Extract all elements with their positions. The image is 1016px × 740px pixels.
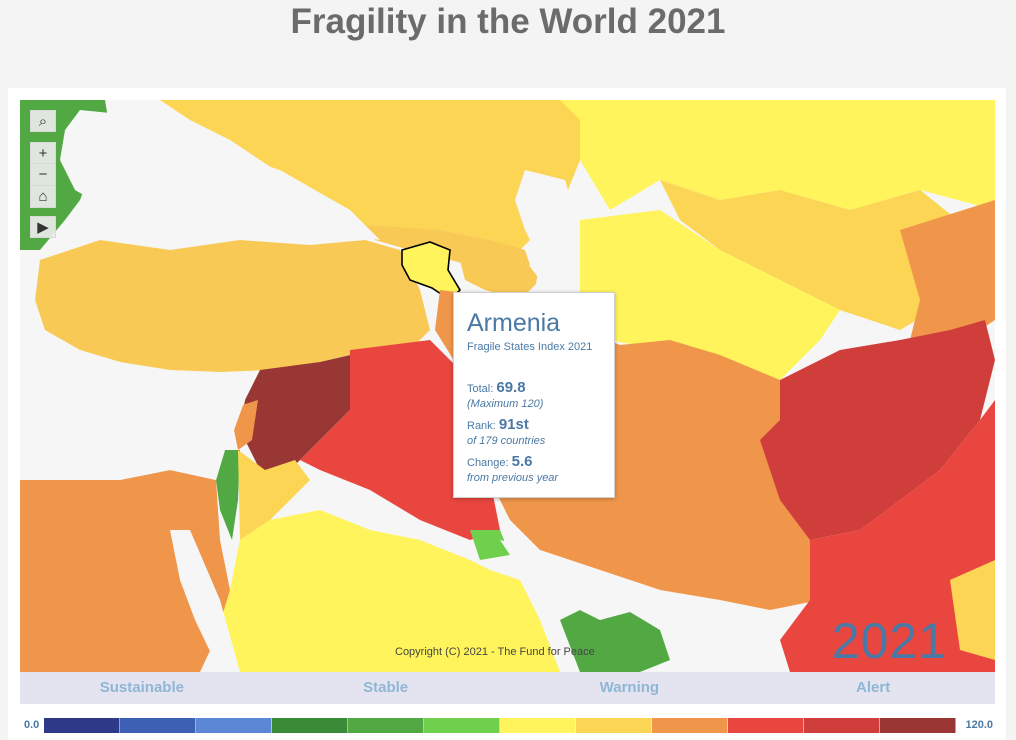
- map-toolbar: ⌕ + − ⌂ ▶: [30, 110, 56, 238]
- tooltip-total-value: 69.8: [496, 379, 526, 396]
- tooltip-change-note: from previous year: [467, 472, 559, 484]
- plus-icon[interactable]: +: [30, 142, 56, 164]
- scale-min-label: 0.0: [24, 719, 40, 731]
- map-svg[interactable]: [20, 100, 995, 672]
- scale-strip: [44, 718, 956, 733]
- tooltip-rank-value: 91st: [498, 416, 529, 433]
- mediterranean: [20, 350, 245, 480]
- caspian-sea: [515, 170, 580, 330]
- zoom-controls: + − ⌂: [30, 142, 56, 208]
- tooltip-total-label: Total:: [467, 383, 494, 395]
- scale-swatch: [348, 718, 424, 733]
- region-georgia[interactable]: [365, 225, 530, 270]
- copyright-text: Copyright (C) 2021 - The Fund for Peace: [395, 646, 595, 658]
- scale-swatch: [500, 718, 576, 733]
- red-sea: [170, 530, 240, 672]
- region-kazakhstan[interactable]: [560, 100, 995, 210]
- region-afghanistan[interactable]: [760, 320, 995, 540]
- category-sustainable[interactable]: Sustainable: [99, 679, 184, 696]
- region-tajikistan[interactable]: [900, 200, 995, 350]
- region-pakistan[interactable]: [780, 400, 995, 672]
- tooltip-change-row: Change: 5.6 from previous year: [467, 453, 602, 484]
- tooltip-change-value: 5.6: [511, 453, 533, 470]
- tooltip-country-name: Armenia: [467, 309, 561, 337]
- category-legend: Sustainable Stable Warning Alert: [20, 672, 995, 704]
- tooltip-index-name: Fragile States Index 2021: [467, 341, 593, 353]
- scale-swatch: [196, 718, 272, 733]
- region-uae[interactable]: [560, 610, 670, 672]
- tooltip-rank-label: Rank:: [467, 420, 496, 432]
- page-title: Fragility in the World 2021: [290, 2, 726, 41]
- minus-icon[interactable]: −: [30, 164, 56, 186]
- home-icon[interactable]: ⌂: [30, 186, 56, 208]
- region-azerbaijan[interactable]: [460, 260, 540, 300]
- region-uzbekistan[interactable]: [660, 180, 970, 330]
- tooltip-total-row: Total: 69.8 (Maximum 120): [467, 379, 602, 410]
- scale-swatch: [728, 718, 804, 733]
- tooltip-total-note: (Maximum 120): [467, 398, 544, 410]
- scale-swatch: [652, 718, 728, 733]
- scale-swatch: [880, 718, 956, 733]
- search-icon[interactable]: ⌕: [30, 110, 56, 132]
- region-turkmenistan[interactable]: [580, 210, 840, 380]
- scale-swatch: [272, 718, 348, 733]
- region-egypt[interactable]: [20, 470, 230, 672]
- tooltip-change-label: Change:: [467, 457, 509, 469]
- country-tooltip: Armenia Fragile States Index 2021 Total:…: [453, 292, 615, 498]
- category-warning[interactable]: Warning: [599, 679, 660, 696]
- persian-gulf: [500, 540, 680, 630]
- color-scale: 0.0 120.0: [20, 716, 995, 736]
- scale-swatch: [424, 718, 500, 733]
- region-israel[interactable]: [216, 450, 240, 540]
- scale-swatch: [120, 718, 196, 733]
- scale-swatch: [44, 718, 120, 733]
- region-jordan[interactable]: [238, 450, 310, 540]
- year-watermark: 2021: [831, 613, 947, 669]
- scale-max-label: 120.0: [965, 719, 993, 731]
- play-arrow-icon[interactable]: ▶: [30, 216, 56, 238]
- scale-swatch: [576, 718, 652, 733]
- black-sea: [60, 110, 380, 240]
- region-syria[interactable]: [240, 350, 372, 470]
- region-turkey[interactable]: [35, 240, 430, 372]
- tooltip-rank-note: of 179 countries: [467, 435, 546, 447]
- scale-swatch: [804, 718, 880, 733]
- region-saudi-arabia[interactable]: [210, 510, 560, 672]
- region-iraq[interactable]: [300, 340, 500, 540]
- category-alert[interactable]: Alert: [856, 679, 891, 696]
- category-stable[interactable]: Stable: [363, 679, 409, 696]
- region-kuwait[interactable]: [470, 530, 510, 560]
- region-india[interactable]: [950, 560, 995, 660]
- tooltip-rank-row: Rank: 91st of 179 countries: [467, 416, 602, 447]
